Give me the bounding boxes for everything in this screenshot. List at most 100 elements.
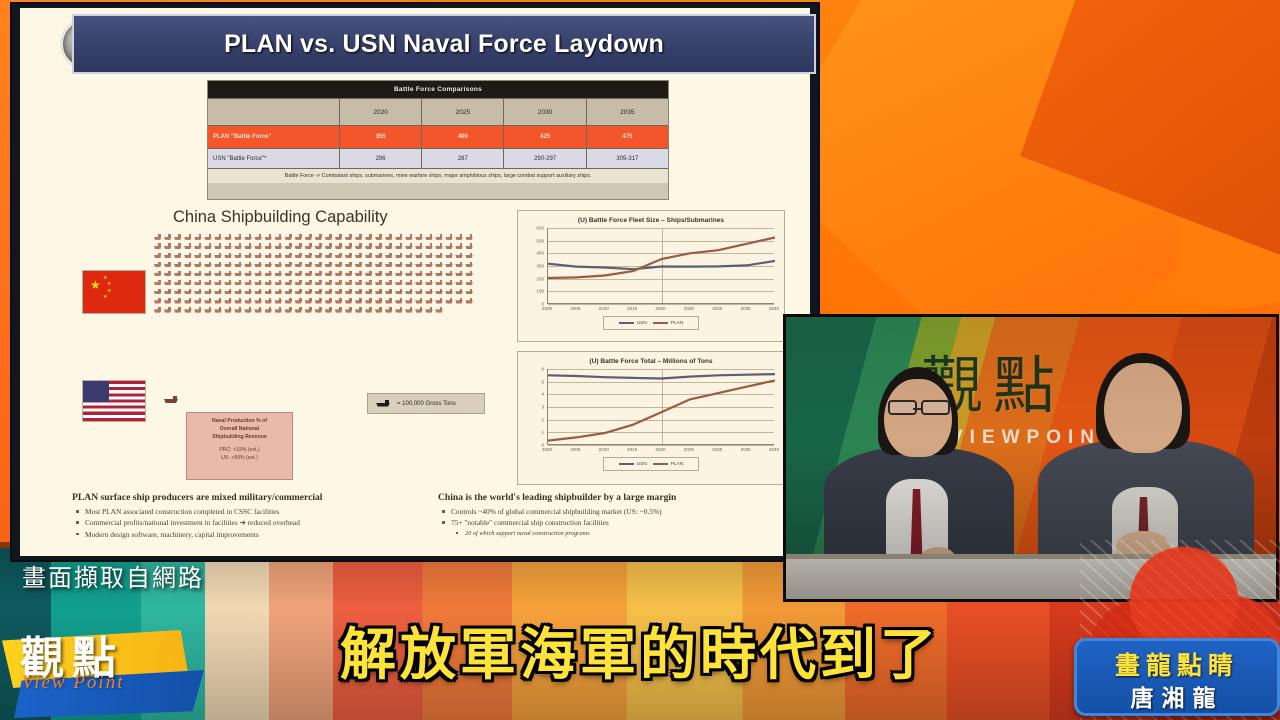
- ship-icon: [153, 288, 163, 298]
- gridline: [548, 278, 774, 280]
- ship-icon: [264, 252, 274, 261]
- ship-icon: [304, 279, 314, 288]
- ship-icon: [434, 288, 444, 298]
- ship-icon: [364, 279, 374, 288]
- ship-icon: [444, 243, 454, 252]
- ship-icon: [434, 270, 444, 279]
- ship-icon: [324, 298, 334, 307]
- x-axis-tick: 2035: [740, 306, 751, 311]
- show-logo: 觀點 View Point: [0, 608, 210, 720]
- bullet-subitem: 20 of which support naval construction p…: [456, 529, 788, 539]
- ship-icon: [153, 279, 163, 288]
- ship-icon: [274, 234, 284, 243]
- ship-icon: [264, 234, 274, 243]
- usa-flag-icon: [82, 380, 146, 422]
- x-axis-tick: 2005: [570, 447, 581, 452]
- gridline-vertical: [661, 369, 663, 444]
- ship-icon: [354, 279, 364, 288]
- bullets-right-list: Controls ~40% of global commercial shipb…: [438, 506, 788, 538]
- ship-icon: [233, 307, 243, 316]
- ship-icon: [444, 252, 454, 261]
- flag-canton: [83, 381, 109, 402]
- ship-icon: [193, 252, 203, 261]
- source-caption: 畫面擷取自網路: [22, 564, 204, 592]
- ship-icon: [404, 307, 414, 316]
- ship-icon: [223, 243, 233, 252]
- ship-icon: [364, 234, 374, 243]
- ship-icon: [183, 279, 193, 288]
- chart-title: (U) Battle Force Fleet Size – Ships/Subm…: [577, 217, 725, 224]
- ship-icon: [193, 279, 203, 288]
- ship-icon: [464, 288, 474, 298]
- ship-icon: [394, 279, 404, 288]
- ship-icon: [394, 288, 404, 298]
- ship-icon: [434, 243, 444, 252]
- ship-icon: [173, 261, 183, 270]
- y-axis-tick: 4: [541, 391, 544, 397]
- y-axis-tick: 600: [536, 225, 544, 231]
- ship-icon: [223, 261, 233, 270]
- bullet-item: Controls ~40% of global commercial shipb…: [442, 506, 788, 517]
- ship-icon: [404, 288, 414, 298]
- ship-icon: [213, 279, 223, 288]
- ship-icon: [183, 243, 193, 252]
- nameplate-host: 唐湘龍: [1130, 686, 1224, 712]
- cell: 355: [338, 126, 421, 148]
- ship-icon: [314, 298, 324, 307]
- ship-icon: [394, 252, 404, 261]
- ship-icon: [434, 298, 444, 307]
- ship-icon: [173, 288, 183, 298]
- ship-icon: [153, 307, 163, 316]
- ship-icon: [163, 298, 173, 307]
- ship-icon: [304, 252, 314, 261]
- ship-icon: [444, 234, 454, 243]
- ship-icon: [274, 243, 284, 252]
- ship-icon: [304, 243, 314, 252]
- x-axis-tick: 2015: [627, 447, 638, 452]
- ship-icon: [344, 307, 354, 316]
- ship-icon: [294, 288, 304, 298]
- slide-title: PLAN vs. USN Naval Force Laydown: [224, 29, 664, 58]
- cell: 290-297: [503, 149, 585, 168]
- ship-icon: [274, 270, 284, 279]
- ship-icon: [314, 279, 324, 288]
- legend-label: = 100,000 Gross Tons: [397, 400, 456, 407]
- ship-icon: [233, 261, 243, 270]
- ship-icon: [243, 261, 253, 270]
- chart-fleet-tonnage: (U) Battle Force Total – Millions of Ton…: [517, 351, 785, 485]
- ship-icon: [354, 261, 364, 270]
- ship-icon: [324, 307, 334, 316]
- ship-icon: [294, 252, 304, 261]
- ship-icon: [364, 298, 374, 307]
- ship-icon: [294, 234, 304, 243]
- chart-legend: USN PLAN: [603, 316, 699, 330]
- table-footnote: Battle Force -> Combatant ships, submari…: [208, 168, 668, 184]
- y-axis-tick: 400: [536, 250, 544, 256]
- ship-icon: [183, 234, 193, 243]
- ship-icon: [324, 270, 334, 279]
- ship-icon: [304, 270, 314, 279]
- ship-icon: [163, 243, 173, 252]
- x-axis-tick: 2015: [627, 306, 638, 311]
- ship-icon: [264, 270, 274, 279]
- header-cell: [208, 99, 339, 125]
- ship-icon: [414, 261, 424, 270]
- ship-icon: [243, 252, 253, 261]
- ship-icon: [424, 243, 434, 252]
- ship-icon: [274, 261, 284, 270]
- ship-icon: [213, 307, 223, 316]
- ship-icon: [394, 307, 404, 316]
- ship-icon: [374, 279, 384, 288]
- x-axis-tick: 2025: [683, 306, 694, 311]
- ship-icon: [264, 307, 274, 316]
- ship-icon: [334, 298, 344, 307]
- ship-icon: [163, 261, 173, 270]
- ship-icon: [414, 234, 424, 243]
- ship-icon: [163, 288, 173, 298]
- ship-icon: [163, 252, 173, 261]
- ship-icon: [454, 270, 464, 279]
- row-label: USN "Battle Force"*: [213, 155, 267, 162]
- table-caption: Battle Force Comparisons: [208, 81, 668, 98]
- ship-icon: [384, 298, 394, 307]
- series-line: [548, 259, 775, 271]
